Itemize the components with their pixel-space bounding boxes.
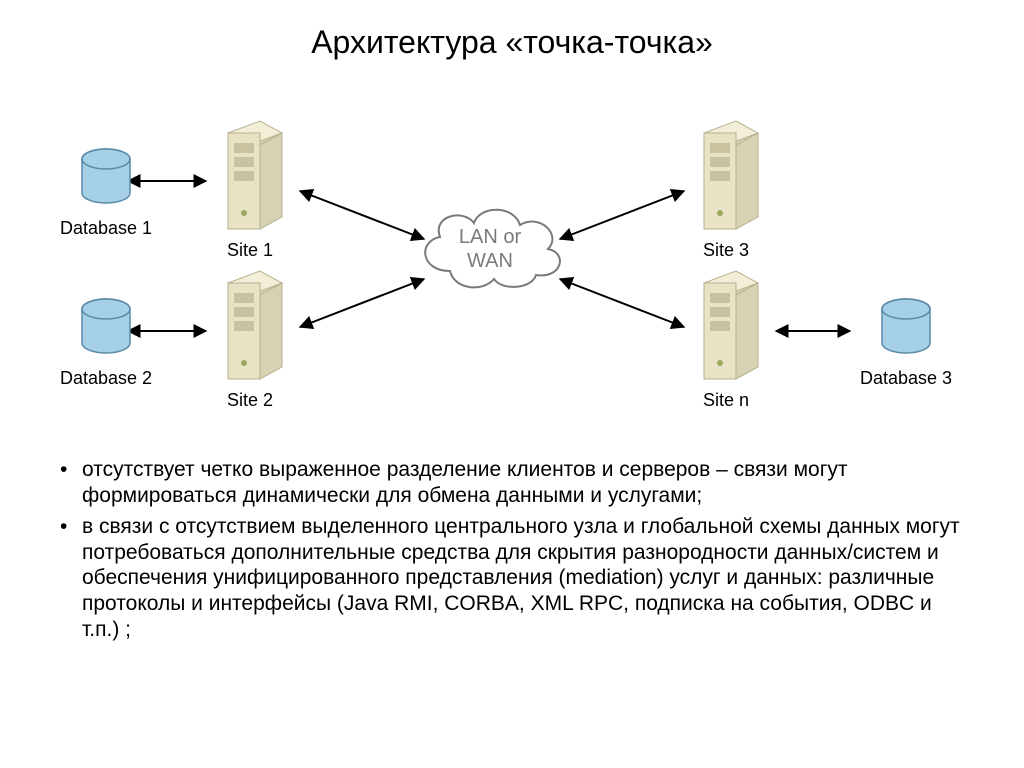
node-database-3: Database 3 <box>860 297 952 389</box>
node-label: Database 2 <box>60 368 152 389</box>
node-label: Site 1 <box>210 240 290 261</box>
connector-arrow <box>300 191 424 239</box>
cloud-label: LAN or WAN <box>410 225 570 273</box>
cloud-label-line1: LAN or <box>459 226 521 248</box>
connector-arrow <box>560 279 684 327</box>
bullet-list: отсутствует четко выраженное разделение … <box>0 451 1024 642</box>
database-icon <box>78 297 134 361</box>
network-diagram: Database 1 Database 2 Database 3 <box>0 71 1024 451</box>
node-label: Database 1 <box>60 218 152 239</box>
server-icon <box>210 117 290 241</box>
server-icon <box>686 117 766 241</box>
node-label: Site 2 <box>210 390 290 411</box>
database-icon <box>78 147 134 211</box>
node-site-1: Site 1 <box>210 117 290 261</box>
cloud-label-line2: WAN <box>467 250 513 272</box>
node-database-1: Database 1 <box>60 147 152 239</box>
server-icon <box>686 267 766 391</box>
node-label: Database 3 <box>860 368 952 389</box>
node-label: Site n <box>686 390 766 411</box>
node-site-3: Site 3 <box>686 117 766 261</box>
database-icon <box>878 297 934 361</box>
list-item: отсутствует четко выраженное разделение … <box>56 457 968 508</box>
node-site-n: Site n <box>686 267 766 411</box>
list-item: в связи с отсутствием выделенного центра… <box>56 514 968 642</box>
node-site-2: Site 2 <box>210 267 290 411</box>
server-icon <box>210 267 290 391</box>
connector-arrow <box>560 191 684 239</box>
connector-arrow <box>300 279 424 327</box>
node-cloud: LAN or WAN <box>410 191 570 306</box>
page-title: Архитектура «точка-точка» <box>0 0 1024 71</box>
node-label: Site 3 <box>686 240 766 261</box>
node-database-2: Database 2 <box>60 297 152 389</box>
